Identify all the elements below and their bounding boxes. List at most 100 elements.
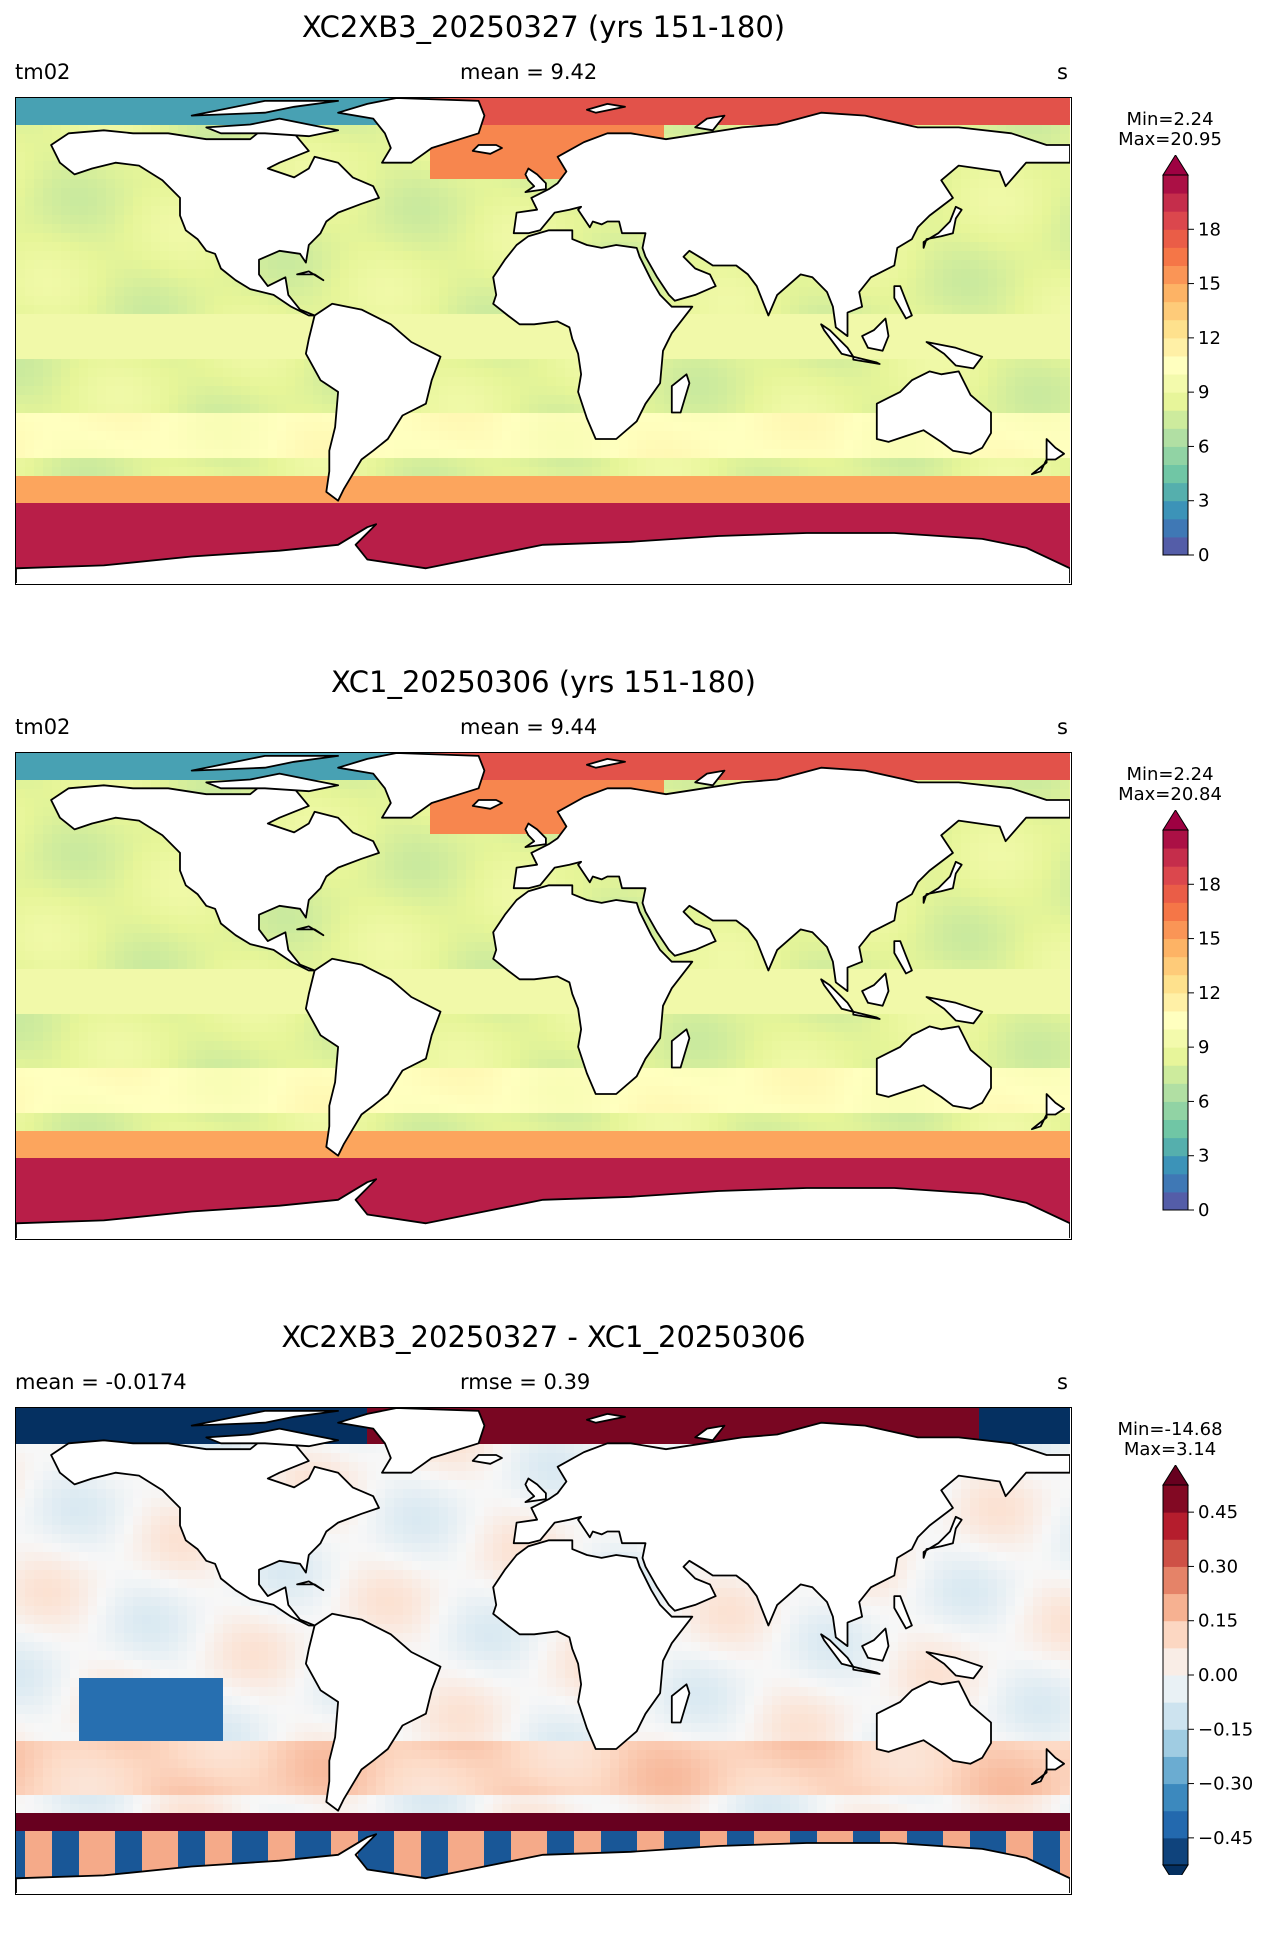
mean-label: mean = 9.44 [460, 715, 598, 739]
colorbar-band [1163, 464, 1188, 484]
colorbar-band [1163, 1083, 1188, 1102]
colorbar-tick-label: −0.45 [1198, 1828, 1253, 1849]
colorbar-tick-label: 6 [1198, 436, 1209, 457]
colorbar-band [1163, 247, 1188, 266]
colorbar-band [1163, 1010, 1188, 1030]
colorbar-band [1163, 1702, 1188, 1730]
colorbar-band [1163, 392, 1188, 411]
colorbar-band [1163, 211, 1188, 230]
colorbar-band [1163, 374, 1188, 393]
mean-label: mean = 9.42 [460, 60, 598, 84]
colorbar-band [1163, 1539, 1188, 1567]
colorbar-tick-label: 0.00 [1198, 1665, 1238, 1686]
colorbar-tick-label: 0.30 [1198, 1556, 1238, 1577]
colorbar-band [1163, 518, 1188, 538]
colorbar-band [1163, 974, 1188, 994]
world-map [15, 752, 1072, 1240]
panel-title: XC1_20250306 (yrs 151-180) [331, 665, 756, 699]
colorbar-band [1163, 1101, 1188, 1121]
colorbar-tick-label: 15 [1198, 274, 1221, 295]
panel-title: XC2XB3_20250327 - XC1_20250306 [281, 1320, 806, 1354]
colorbar-band [1163, 1566, 1188, 1595]
min-label: Min=2.24 [1126, 109, 1214, 130]
colorbar-band [1163, 175, 1188, 194]
colorbar-tick-label: 3 [1198, 1146, 1209, 1167]
units-label: s [1057, 715, 1068, 739]
colorbar-band [1163, 1512, 1188, 1540]
land-masses [16, 1408, 1070, 1893]
colorbar-tick-label: 12 [1198, 328, 1221, 349]
colorbar-band [1163, 1810, 1188, 1839]
colorbar-band [1163, 319, 1188, 339]
colorbar-band [1163, 1756, 1188, 1785]
map-field [16, 753, 1070, 1238]
variable-label: tm02 [15, 60, 71, 84]
colorbar-band [1163, 1119, 1188, 1139]
colorbar-band [1163, 1173, 1188, 1193]
colorbar-tick-label: 0 [1198, 545, 1209, 565]
colorbar-tick-label: 12 [1198, 983, 1221, 1004]
colorbar: 0 3 6 9 12 15 18 [1162, 810, 1221, 1220]
colorbar-band [1163, 1191, 1188, 1211]
colorbar-band [1163, 920, 1188, 940]
colorbar-band [1163, 301, 1188, 321]
colorbar-tick-label: 3 [1198, 491, 1209, 512]
colorbar-tick-label: 9 [1198, 1037, 1209, 1058]
colorbar-band [1163, 992, 1188, 1012]
colorbar-tick-label: 0.15 [1198, 1611, 1238, 1632]
colorbar-band [1163, 1485, 1188, 1513]
colorbar-band [1163, 265, 1188, 285]
colorbar-tick-label: 0 [1198, 1200, 1209, 1220]
colorbar-extend-max [1162, 1465, 1189, 1486]
min-max-label: Min=-14.68 Max=3.14 [1100, 1420, 1240, 1460]
colorbar-band [1163, 1065, 1188, 1084]
colorbar-frame [1162, 174, 1189, 556]
colorbar-band [1163, 1137, 1188, 1157]
max-label: Max=20.84 [1118, 784, 1222, 805]
colorbar-band [1163, 410, 1188, 429]
colorbar-tick-label: 18 [1198, 219, 1221, 240]
colorbar-band [1163, 428, 1188, 447]
colorbar-band [1163, 1155, 1188, 1175]
min-label: Min=-14.68 [1117, 1419, 1223, 1440]
colorbar-band [1163, 938, 1188, 958]
colorbar-band [1163, 1647, 1188, 1676]
colorbar-band [1163, 1029, 1188, 1048]
colorbar-band [1163, 848, 1188, 867]
colorbar-tick-label: −0.30 [1198, 1774, 1253, 1795]
colorbar-band [1163, 482, 1188, 502]
panel-title: XC2XB3_20250327 (yrs 151-180) [301, 10, 786, 44]
colorbar-band [1163, 1729, 1188, 1757]
units-label: s [1057, 1370, 1068, 1394]
colorbar-band [1163, 193, 1188, 212]
colorbar-extend-max [1162, 155, 1189, 176]
colorbar-tick-label: 9 [1198, 382, 1209, 403]
colorbar-tick-label: 18 [1198, 874, 1221, 895]
land-masses [16, 753, 1070, 1238]
colorbar-band [1163, 884, 1188, 903]
world-map [15, 97, 1072, 585]
colorbar-tick-label: 0.45 [1198, 1502, 1238, 1523]
colorbar-extend-max [1162, 810, 1189, 831]
min-max-label: Min=2.24 Max=20.95 [1100, 110, 1240, 150]
colorbar-band [1163, 536, 1188, 556]
colorbar-tick-label: 15 [1198, 929, 1221, 950]
colorbar-band [1163, 283, 1188, 303]
colorbar: 0.45 0.30 0.15 0.00 −0.15 −0.30 −0.45 [1162, 1465, 1253, 1875]
colorbar-band [1163, 229, 1188, 248]
world-map [15, 1407, 1072, 1895]
colorbar-band [1163, 830, 1188, 849]
land-masses [16, 98, 1070, 583]
colorbar-band [1163, 1047, 1188, 1066]
colorbar-band [1163, 956, 1188, 976]
max-label: Max=3.14 [1123, 1439, 1217, 1460]
mean-label: mean = -0.0174 [15, 1370, 187, 1394]
min-max-label: Min=2.24 Max=20.84 [1100, 765, 1240, 805]
colorbar-band [1163, 355, 1188, 375]
colorbar-band [1163, 1593, 1188, 1622]
colorbar-band [1163, 1675, 1188, 1703]
map-field [16, 98, 1070, 583]
colorbar-frame [1162, 829, 1189, 1211]
min-label: Min=2.24 [1126, 764, 1214, 785]
colorbar-band [1163, 500, 1188, 520]
